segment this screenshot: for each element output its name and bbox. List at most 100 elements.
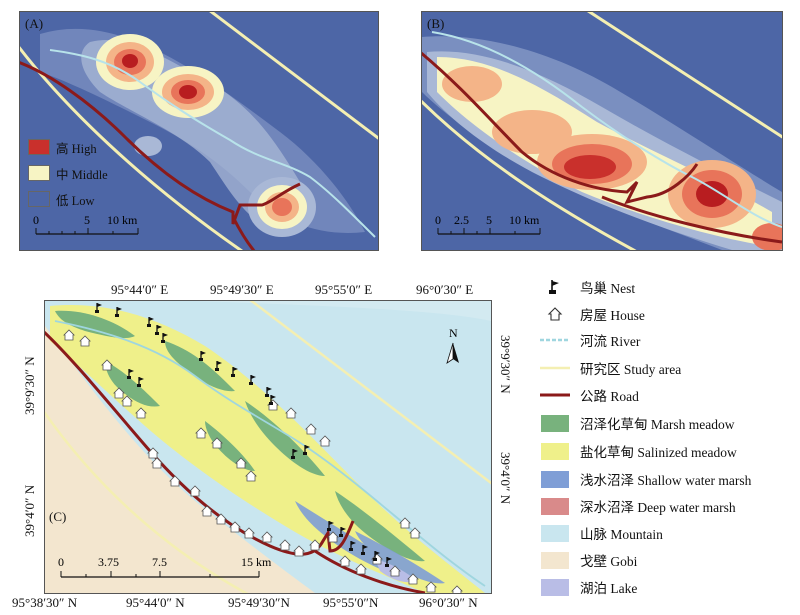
- house-icon: [101, 359, 113, 371]
- house-icon: [261, 531, 273, 543]
- legend-label: 房屋 House: [580, 308, 645, 323]
- middle-swatch: [28, 165, 50, 181]
- house-icon: [147, 447, 159, 459]
- density-legend-high: 高 High: [28, 134, 108, 160]
- top-coord-1: 95°49′30″ E: [210, 282, 274, 297]
- top-coord-3: 96°0′30″ E: [416, 282, 474, 297]
- study-area-boundary-a-lower: [20, 46, 244, 250]
- house-icon: [279, 539, 291, 551]
- density-high-zone-b2: [696, 181, 728, 207]
- house-icon: [229, 521, 241, 533]
- density-legend-middle: 中 Middle: [28, 160, 108, 186]
- study-area-boundary-c: [249, 301, 491, 485]
- house-icon: [201, 505, 213, 517]
- house-icon: [235, 457, 247, 469]
- house-icon: [245, 470, 257, 482]
- scalebar-c-tick-0: 0: [58, 555, 64, 569]
- nest-icon: [339, 527, 346, 537]
- house-icon: [135, 407, 147, 419]
- legend-item-swatch: 山脉 Mountain: [540, 522, 663, 544]
- marsh-meadow-area: [55, 310, 425, 562]
- low-swatch: [28, 191, 50, 207]
- nest-icon: [161, 333, 168, 343]
- scalebar-a-tick-2: 10 km: [107, 213, 138, 227]
- legend-label: 湖泊 Lake: [580, 581, 638, 596]
- study-area-boundary-b: [586, 12, 782, 139]
- north-arrow-label: N: [449, 326, 458, 340]
- scalebar-b-tick-1: 2.5: [454, 213, 469, 227]
- right-coord-0: 39°9′30″ N: [498, 335, 513, 394]
- house-icon: [305, 423, 317, 435]
- north-arrow: N: [446, 326, 459, 364]
- bottom-coord-3: 95°55′0″N: [323, 595, 379, 610]
- house-icon: [215, 513, 227, 525]
- river-line-b: [431, 31, 782, 228]
- house-icon: [151, 457, 163, 469]
- salinized-meadow-area: [50, 305, 485, 593]
- house-icon: [399, 517, 411, 529]
- road-line: [540, 386, 570, 404]
- house-icon: [319, 435, 331, 447]
- study-area-boundary-c-lower: [45, 410, 249, 593]
- gobi-area: [45, 326, 315, 593]
- density-high-zone: [122, 54, 138, 68]
- house-icon: [169, 475, 181, 487]
- panel-b-label: (B): [427, 16, 445, 31]
- nest-icon: [349, 541, 356, 551]
- scalebar-c-tick-2: 7.5: [152, 555, 167, 569]
- legend-swatch: [540, 578, 570, 596]
- panel-b-map: 0 2.5 5 10 km: [422, 12, 782, 250]
- density-legend-low: 低 Low: [28, 186, 108, 212]
- nest-icon: [115, 307, 122, 317]
- legend-swatch: [540, 524, 570, 542]
- bottom-coord-0: 95°38′30″ N: [12, 595, 78, 610]
- house-icon: [339, 555, 351, 567]
- panel-a-map: 0 5 10 km: [20, 12, 378, 250]
- house-icon: [63, 329, 75, 341]
- legend-label: 盐化草甸 Salinized meadow: [580, 445, 737, 460]
- scalebar-c: 0 3.75 7.5 15 km: [58, 555, 272, 578]
- house-icon: [285, 407, 297, 419]
- legend-item-swatch: 深水沼泽 Deep water marsh: [540, 495, 736, 517]
- house-icon: [407, 573, 419, 585]
- nest-icon: [385, 557, 392, 567]
- high-swatch: [28, 139, 50, 155]
- house-icon: [409, 527, 421, 539]
- density-legend-high-label: 高 High: [56, 141, 97, 156]
- house-icon: [211, 437, 223, 449]
- nest-markers: [95, 303, 392, 567]
- left-coord-0: 39°9′30″ N: [22, 356, 37, 415]
- legend-swatch: [540, 442, 570, 460]
- legend-item-nest-icon: 鸟巢 Nest: [540, 276, 635, 298]
- legend-label: 戈壁 Gobi: [580, 554, 638, 569]
- house-markers: [63, 329, 463, 593]
- river-line-a: [49, 49, 376, 238]
- legend-item-river-line: 河流 River: [540, 329, 640, 351]
- nest-icon: [231, 367, 238, 377]
- nest-icon: [303, 445, 310, 455]
- house-icon: [79, 335, 91, 347]
- study-area-boundary-a: [209, 12, 378, 140]
- nest-icon: [147, 317, 154, 327]
- legend-item-swatch: 湖泊 Lake: [540, 576, 637, 598]
- nest-icon: [137, 377, 144, 387]
- top-coord-0: 95°44′0″ E: [111, 282, 169, 297]
- panel-c-label: (C): [49, 509, 67, 524]
- legend-item-swatch: 戈壁 Gobi: [540, 549, 637, 571]
- legend-label: 河流 River: [580, 334, 641, 349]
- house-icon: [355, 563, 367, 575]
- panel-a-density-map: 0 5 10 km (A) 高 High 中 Middle 低 Low: [19, 11, 379, 251]
- house-icon: [425, 581, 437, 593]
- scalebar-b-tick-0: 0: [435, 213, 441, 227]
- legend-label: 研究区 Study area: [580, 362, 682, 377]
- river-line: [540, 331, 570, 349]
- house-icon: [189, 485, 201, 497]
- legend-swatch: [540, 551, 570, 569]
- legend-item-house-icon: 房屋 House: [540, 303, 645, 325]
- house-icon: [243, 527, 255, 539]
- legend-item-swatch: 浅水沼泽 Shallow water marsh: [540, 468, 751, 490]
- nest-icon: [373, 551, 380, 561]
- scalebar-b-tick-3: 10 km: [509, 213, 540, 227]
- top-coord-2: 95°55′0″ E: [315, 282, 373, 297]
- density-legend-low-label: 低 Low: [56, 193, 95, 208]
